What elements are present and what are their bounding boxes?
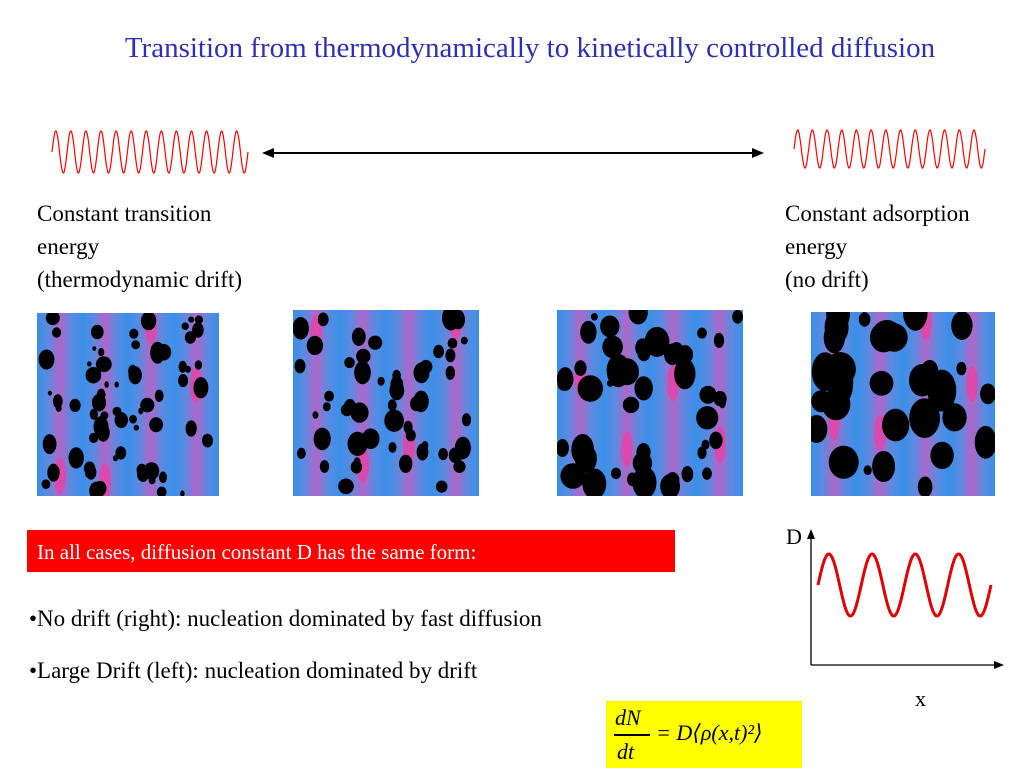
left-label-line-2: energy <box>37 234 100 259</box>
right-label-line-1: Constant adsorption <box>785 201 970 226</box>
formula-numerator: dN <box>615 705 641 730</box>
formula-box: dN dt = D⟨ρ(x,t)²⟩ <box>606 701 802 768</box>
diffusion-graph <box>807 529 1004 669</box>
simulation-image-3 <box>557 310 743 496</box>
simulation-image-4 <box>811 312 995 496</box>
formula-denominator: dt <box>617 739 635 764</box>
graph-x-label: x <box>915 686 926 711</box>
bullet-no-drift: •No drift (right): nucleation dominated … <box>29 606 542 631</box>
right-wave-icon <box>793 129 986 169</box>
formula-rhs: = D⟨ρ(x,t)²⟩ <box>656 720 763 745</box>
double-arrow-icon <box>262 148 764 158</box>
left-wave-icon <box>51 130 249 174</box>
simulation-image-2 <box>293 310 479 496</box>
left-label-line-3: (thermodynamic drift) <box>37 267 243 292</box>
right-label: Constant adsorption energy (no drift) <box>785 197 970 296</box>
right-label-line-2: energy <box>785 234 848 259</box>
info-banner: In all cases, diffusion constant D has t… <box>27 530 675 572</box>
left-label-line-1: Constant transition <box>37 201 212 226</box>
fraction-bar <box>614 734 650 736</box>
graph-y-label: D <box>786 524 802 549</box>
simulation-image-1 <box>37 313 219 496</box>
right-label-line-3: (no drift) <box>785 267 869 292</box>
bullet-large-drift: •Large Drift (left): nucleation dominate… <box>29 658 478 683</box>
left-label: Constant transition energy (thermodynami… <box>37 197 242 296</box>
slide-title: Transition from thermodynamically to kin… <box>124 32 936 64</box>
